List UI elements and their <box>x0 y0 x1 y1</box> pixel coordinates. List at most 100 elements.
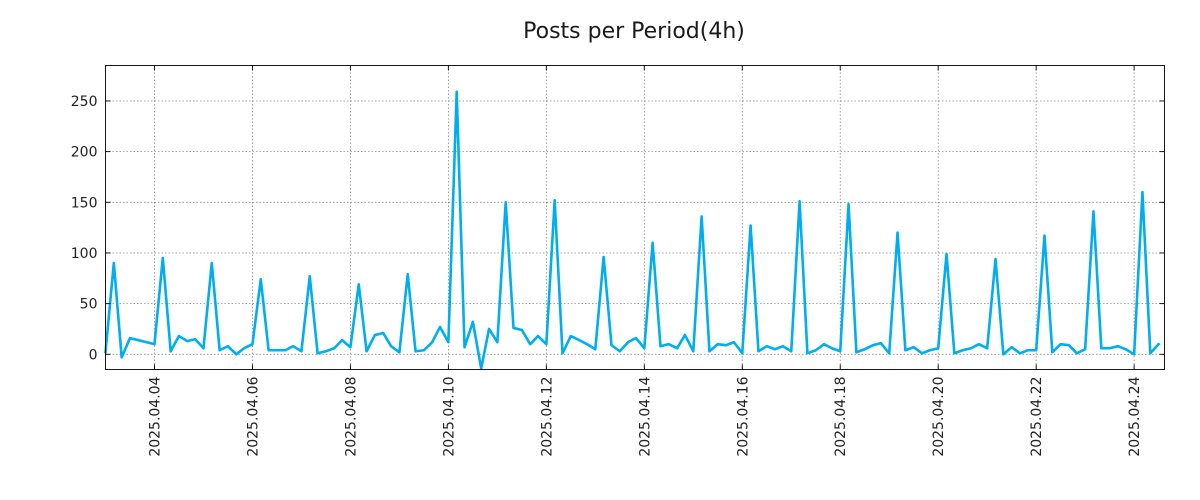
data-point <box>398 351 401 354</box>
data-point <box>1149 352 1152 355</box>
data-point <box>904 349 907 352</box>
y-tick-label: 100 <box>71 246 98 262</box>
data-point <box>496 340 499 344</box>
data-point <box>504 201 507 204</box>
data-point <box>169 350 172 353</box>
data-point <box>994 257 997 261</box>
data-point <box>1083 348 1087 351</box>
data-point <box>643 347 646 350</box>
data-point <box>512 326 515 330</box>
data-point <box>610 343 613 347</box>
data-point <box>1124 348 1128 351</box>
data-point <box>585 342 589 346</box>
data-point <box>822 342 826 346</box>
data-point <box>128 336 132 340</box>
data-point <box>316 352 319 355</box>
data-point <box>455 90 458 94</box>
data-point <box>912 346 915 349</box>
data-point <box>953 352 956 355</box>
data-point <box>1059 342 1062 346</box>
data-point <box>1026 349 1030 352</box>
data-point <box>389 344 393 348</box>
data-point <box>373 333 377 337</box>
data-point <box>1018 352 1022 355</box>
data-point <box>333 347 336 350</box>
y-tick-label: 200 <box>71 145 98 161</box>
data-point <box>871 343 875 347</box>
data-point <box>186 339 189 343</box>
data-point <box>1067 343 1071 347</box>
data-point <box>1157 342 1160 346</box>
data-point <box>284 349 287 352</box>
data-point <box>202 347 205 350</box>
x-tick-label: 2025.04.22 <box>1029 377 1045 457</box>
data-point <box>961 349 964 352</box>
data-point <box>798 200 801 203</box>
data-point <box>618 350 622 353</box>
data-point <box>814 349 817 352</box>
data-point <box>790 350 793 353</box>
data-point <box>928 349 932 352</box>
data-point <box>259 278 262 281</box>
data-point <box>324 350 328 353</box>
data-point <box>210 261 213 265</box>
data-point <box>855 351 858 354</box>
data-point <box>1132 353 1136 356</box>
data-point <box>757 350 760 353</box>
data-point <box>830 347 834 350</box>
axis-ticks <box>105 65 1165 370</box>
data-point <box>1100 347 1103 350</box>
data-point <box>847 203 850 206</box>
data-point <box>985 347 989 350</box>
data-point <box>528 342 532 346</box>
data-point <box>651 241 654 245</box>
data-point <box>1141 190 1144 194</box>
data-point <box>545 342 548 346</box>
data-point <box>977 342 981 346</box>
data-point <box>659 344 662 348</box>
data-point <box>765 344 768 348</box>
data-point <box>193 337 197 341</box>
data-point <box>275 349 279 352</box>
data-point <box>340 338 344 342</box>
data-point <box>594 348 597 351</box>
data-point <box>945 252 948 256</box>
grid <box>105 65 1165 370</box>
y-tick-label: 150 <box>71 195 98 211</box>
data-point <box>161 256 165 260</box>
data-point <box>626 340 630 344</box>
data-point <box>667 342 670 346</box>
data-point <box>920 352 924 355</box>
x-tick-label: 2025.04.10 <box>441 377 457 457</box>
data-point <box>471 320 475 324</box>
data-point <box>716 342 719 346</box>
data-point <box>1092 210 1095 213</box>
x-tick-label: 2025.04.16 <box>735 376 751 456</box>
data-point <box>692 350 695 353</box>
data-point <box>308 275 311 278</box>
data-point <box>300 350 303 353</box>
data-point <box>414 350 417 353</box>
data-point <box>969 347 973 350</box>
data-point <box>226 344 230 348</box>
data-point <box>1010 346 1013 349</box>
data-point <box>773 348 777 351</box>
x-tick-label: 2025.04.04 <box>147 376 163 456</box>
data-point <box>431 340 434 344</box>
data-point <box>1034 349 1038 352</box>
data-point <box>112 261 116 265</box>
data-point <box>422 349 426 352</box>
x-tick-label: 2025.04.20 <box>931 377 947 457</box>
data-point <box>602 255 605 259</box>
x-tick-label: 2025.04.08 <box>343 377 359 457</box>
data-point <box>781 344 785 348</box>
series-line <box>104 90 1160 370</box>
x-tick-label: 2025.04.06 <box>245 376 261 456</box>
data-point <box>561 352 564 355</box>
data-point <box>683 333 687 337</box>
data-point <box>153 342 156 346</box>
x-tick-label: 2025.04.24 <box>1127 376 1143 456</box>
data-point <box>177 334 181 338</box>
data-point <box>120 356 123 359</box>
